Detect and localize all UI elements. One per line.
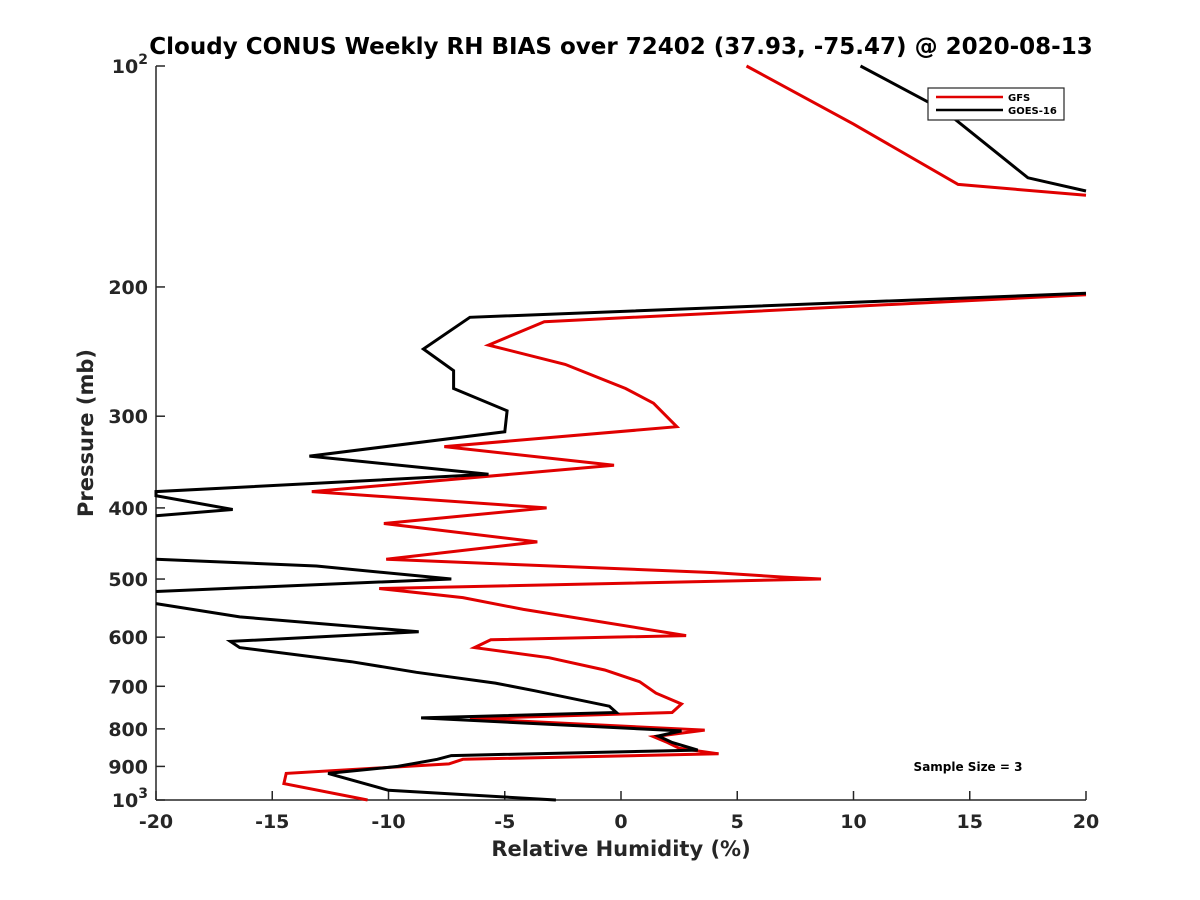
- y-tick-label: 700: [108, 676, 148, 698]
- x-axis-title: Relative Humidity (%): [491, 837, 750, 861]
- plot-area: [156, 66, 1086, 800]
- y-tick-label: 900: [108, 756, 148, 778]
- x-tick-label: 20: [1073, 811, 1099, 833]
- y-tick-label: 600: [108, 627, 148, 649]
- sample-size-annotation: Sample Size = 3: [914, 760, 1023, 774]
- series-line-gfs-segment-1: [282, 293, 1087, 802]
- x-tick-label: -10: [371, 811, 405, 833]
- x-tick-label: -15: [255, 811, 289, 833]
- series-line-goes-16-segment-2: [155, 557, 452, 593]
- y-tick-label: 103: [112, 786, 148, 812]
- y-ticks: 102 200 300 400 500 600 700 800 900 103: [108, 52, 165, 812]
- legend-label-gfs: GFS: [1008, 93, 1030, 104]
- x-tick-label: 0: [614, 811, 627, 833]
- x-tick-label: 10: [840, 811, 866, 833]
- plot-axes: [155, 66, 1086, 801]
- series-line-goes-16-segment-1: [154, 291, 1087, 518]
- y-tick-label: 400: [108, 498, 148, 520]
- x-tick-label: 15: [957, 811, 983, 833]
- y-tick-label: 500: [108, 569, 148, 591]
- y-tick-label: 300: [108, 406, 148, 428]
- legend: GFS GOES-16: [927, 87, 1065, 121]
- legend-box: [927, 87, 1065, 121]
- series-layer: [154, 64, 1087, 802]
- chart-title: Cloudy CONUS Weekly RH BIAS over 72402 (…: [149, 34, 1092, 60]
- x-ticks: -20 -15 -10 -5 0 5 10 15 20: [139, 791, 1099, 833]
- y-tick-label: 102: [112, 52, 148, 78]
- x-tick-label: -5: [494, 811, 515, 833]
- series-line-goes-16-segment-0: [859, 64, 1087, 193]
- y-tick-label: 800: [108, 719, 148, 741]
- y-tick-label: 200: [108, 277, 148, 299]
- y-axis-title: Pressure (mb): [74, 349, 98, 517]
- series-line-gfs-segment-0: [745, 64, 1087, 197]
- series-line-goes-16-segment-3: [155, 602, 699, 802]
- x-tick-label: -20: [139, 811, 173, 833]
- legend-label-goes16: GOES-16: [1008, 106, 1057, 117]
- x-tick-label: 5: [731, 811, 744, 833]
